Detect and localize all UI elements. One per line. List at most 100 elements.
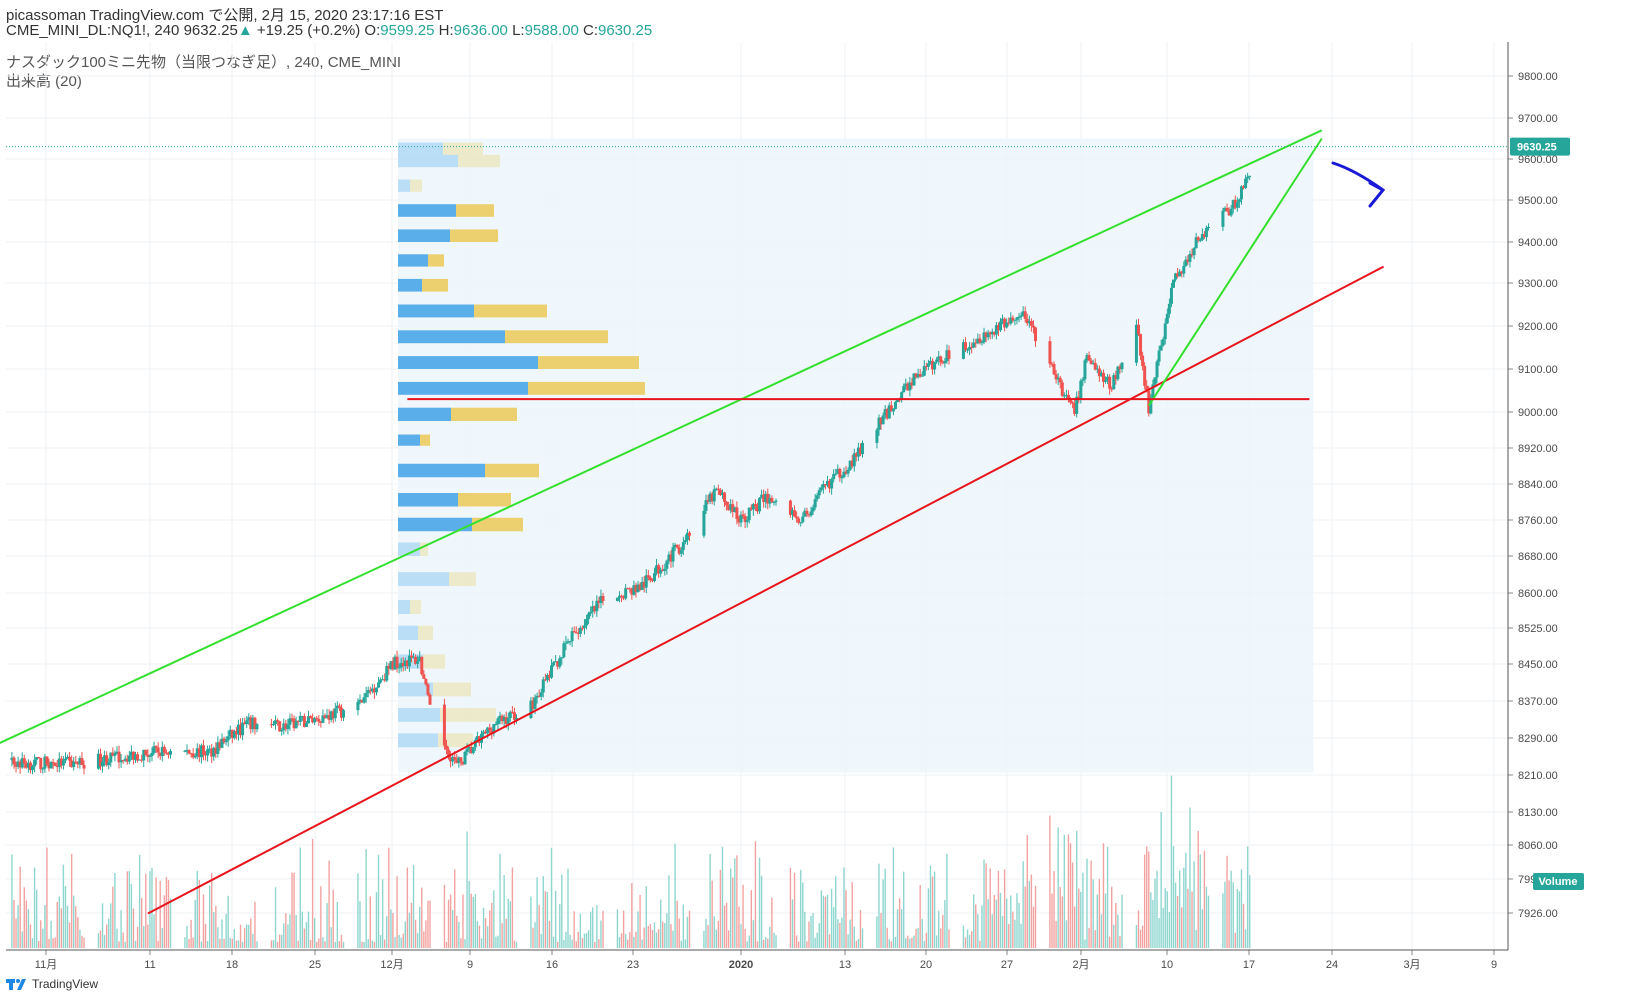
- candle-body: [471, 747, 475, 754]
- volume-bar: [419, 906, 421, 948]
- volume-bar: [987, 899, 989, 948]
- volume-bar: [898, 898, 901, 948]
- candle-body: [858, 447, 862, 455]
- volume-bar: [342, 941, 345, 948]
- volume-bar: [946, 853, 948, 948]
- candle-body: [801, 516, 805, 523]
- candle-body: [650, 580, 654, 582]
- candle-body: [26, 762, 30, 768]
- candle-body: [296, 720, 300, 722]
- candle-body: [570, 631, 574, 642]
- candle-body: [1174, 273, 1178, 280]
- candle-body: [183, 750, 187, 752]
- volume-bar: [194, 899, 196, 948]
- price-tick-label: 9100.00: [1518, 364, 1558, 376]
- candle-body: [428, 694, 432, 705]
- volume-bar: [449, 894, 452, 948]
- volume-profile-up: [398, 154, 458, 168]
- candle-body: [1027, 321, 1031, 324]
- volume-bar: [744, 928, 746, 948]
- volume-bar: [62, 864, 65, 948]
- volume-bar: [732, 877, 734, 948]
- candle-body: [53, 762, 57, 767]
- candle-body: [498, 715, 502, 719]
- volume-bar: [297, 940, 299, 948]
- candle-body: [1178, 271, 1182, 277]
- candle-body: [720, 492, 724, 495]
- last-price: 9632.25: [183, 22, 238, 39]
- volume-bar: [318, 938, 320, 948]
- candle-body: [1153, 377, 1157, 385]
- volume-bar: [907, 935, 909, 948]
- volume-bar: [752, 920, 755, 948]
- volume-profile-up: [398, 330, 505, 344]
- volume-bar: [791, 899, 794, 948]
- volume-bar: [81, 935, 83, 948]
- candle-body: [646, 575, 650, 578]
- volume-bar: [192, 937, 194, 948]
- tradingview-brand: TradingView: [32, 977, 99, 991]
- candle-body: [385, 665, 389, 681]
- volume-bar: [1032, 906, 1035, 948]
- candle-body: [980, 342, 984, 344]
- candle-body: [821, 484, 825, 488]
- volume-bar: [748, 935, 750, 948]
- candle-body: [916, 374, 920, 378]
- candle-body: [986, 332, 990, 338]
- candle-body: [834, 473, 838, 475]
- volume-bar: [328, 860, 330, 948]
- volume-bar: [184, 937, 186, 948]
- candle-body: [1235, 202, 1239, 208]
- candle-body: [751, 504, 755, 510]
- candle-body: [976, 338, 980, 344]
- volume-bar: [1242, 903, 1245, 948]
- volume-bar: [108, 918, 110, 948]
- candle-body: [628, 588, 632, 590]
- candle-body: [1005, 322, 1009, 328]
- volume-bar: [859, 910, 862, 948]
- candle-body: [679, 550, 683, 554]
- volume-bar: [56, 901, 58, 948]
- candle-body: [755, 506, 759, 512]
- volume-bar: [933, 871, 936, 948]
- candle-body: [226, 736, 230, 741]
- candle-body: [1079, 380, 1083, 399]
- candle-body: [718, 490, 722, 495]
- volume-bar: [326, 903, 328, 948]
- volume-bar: [579, 913, 582, 948]
- candle-body: [232, 731, 236, 738]
- volume-bar: [903, 871, 905, 948]
- volume-bar: [810, 915, 812, 948]
- candle-body: [1182, 266, 1186, 274]
- candle-body: [529, 700, 533, 718]
- tradingview-footer[interactable]: TradingView: [6, 977, 98, 991]
- volume-bar: [571, 939, 573, 948]
- candle-body: [585, 619, 589, 626]
- volume-legend[interactable]: 出来高 (20): [6, 73, 82, 90]
- volume-bar: [416, 933, 419, 948]
- candle-body: [300, 716, 304, 718]
- candle-body: [222, 738, 226, 743]
- volume-bar: [1094, 930, 1096, 948]
- volume-bar: [274, 887, 277, 948]
- volume-bar: [60, 908, 63, 948]
- candle-body: [488, 727, 492, 731]
- volume-bar: [999, 892, 1002, 948]
- volume-bar: [44, 905, 46, 948]
- volume-bar: [1154, 878, 1156, 948]
- volume-bar: [548, 920, 551, 948]
- volume-bar: [765, 937, 767, 948]
- candle-body: [1050, 363, 1054, 365]
- volume-bar: [272, 939, 275, 948]
- volume-bar: [975, 904, 977, 948]
- volume-bar: [618, 937, 621, 948]
- candle-body: [1066, 394, 1070, 399]
- volume-profile: [398, 142, 645, 748]
- volume-bar: [196, 870, 198, 948]
- candle-body: [1161, 339, 1165, 346]
- volume-bar: [886, 927, 888, 948]
- instrument-legend[interactable]: ナスダック100ミニ先物（当限つなぎ足）, 240, CME_MINI: [6, 54, 402, 71]
- volume-bar: [826, 894, 829, 948]
- candle-body: [506, 718, 510, 724]
